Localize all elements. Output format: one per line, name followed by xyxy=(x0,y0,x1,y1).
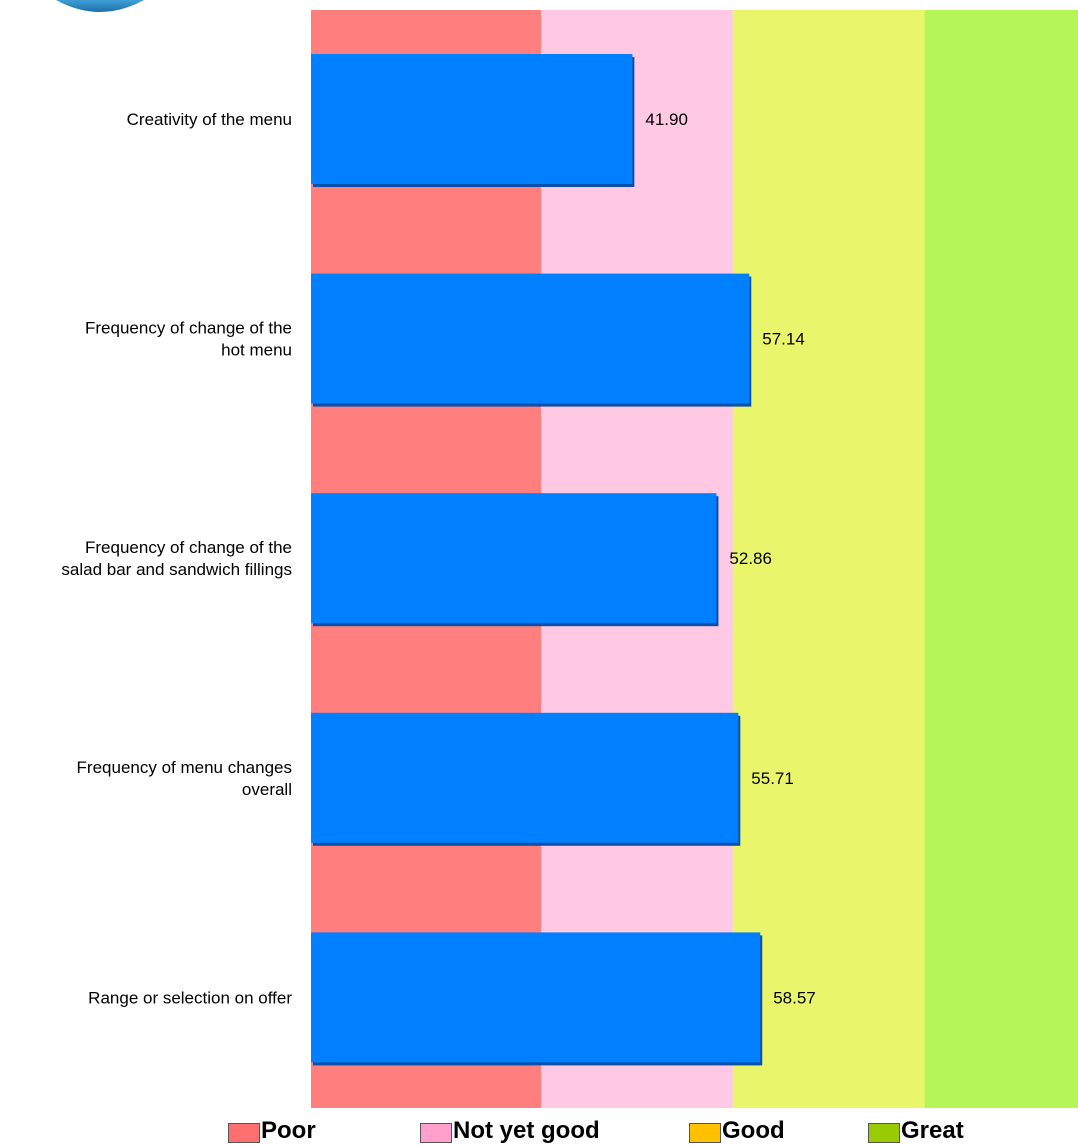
category-label: overall xyxy=(242,780,292,799)
value-label: 57.14 xyxy=(762,330,805,349)
bar xyxy=(311,273,750,404)
bars xyxy=(311,54,763,1066)
category-labels: Creativity of the menu Frequency of chang… xyxy=(61,110,292,1007)
value-label: 55.71 xyxy=(751,769,794,788)
legend-swatch-not-yet-good xyxy=(420,1123,452,1143)
category-label: salad bar and sandwich fillings xyxy=(61,560,292,579)
bar xyxy=(311,932,761,1063)
band-good xyxy=(732,10,925,1108)
bar xyxy=(311,712,739,843)
value-label: 52.86 xyxy=(729,549,772,568)
legend-swatch-great xyxy=(868,1123,900,1143)
category-label: Frequency of menu changes xyxy=(77,758,292,777)
bar xyxy=(311,493,717,624)
legend-swatch-poor xyxy=(228,1123,260,1143)
legend-swatch-good xyxy=(689,1123,721,1143)
value-labels: 41.90 57.14 52.86 55.71 58.57 xyxy=(645,110,815,1007)
value-label: 58.57 xyxy=(773,988,816,1007)
legend-label-good: Good xyxy=(722,1117,785,1144)
band-great xyxy=(924,10,1078,1108)
category-label: Creativity of the menu xyxy=(127,110,292,129)
category-label: hot menu xyxy=(221,341,292,360)
bar xyxy=(311,54,633,184)
category-label: Range or selection on offer xyxy=(88,988,292,1007)
category-label: Frequency of change of the xyxy=(85,538,292,557)
legend-label-not-yet-good: Not yet good xyxy=(453,1117,600,1144)
value-label: 41.90 xyxy=(645,110,688,129)
bar-chart: 41.90 57.14 52.86 55.71 58.57 Creativity of … xyxy=(61,10,1078,1108)
legend-label-poor: Poor xyxy=(261,1117,316,1144)
legend: Poor Not yet good Good Great xyxy=(0,1116,1078,1146)
category-label: Frequency of change of the xyxy=(85,319,292,338)
logo-badge xyxy=(56,0,144,12)
legend-label-great: Great xyxy=(901,1117,964,1144)
